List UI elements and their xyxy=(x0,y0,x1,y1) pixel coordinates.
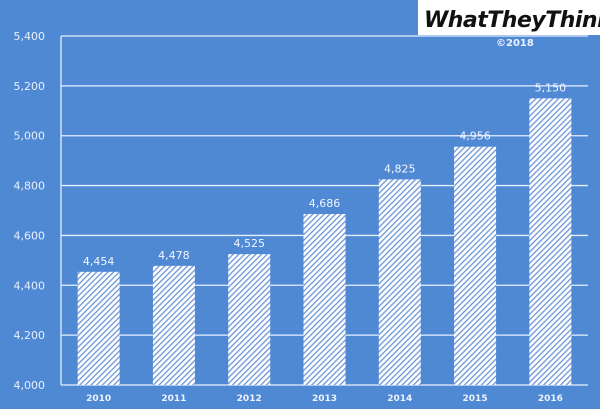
y-tick-label: 4,200 xyxy=(14,329,46,342)
y-tick-label: 5,400 xyxy=(14,30,46,43)
x-tick-label: 2010 xyxy=(86,394,111,404)
x-tick-label: 2014 xyxy=(387,394,412,404)
x-tick-label: 2016 xyxy=(538,394,563,404)
logo-text: WhatTheyThink xyxy=(424,8,600,33)
bar-2014 xyxy=(378,179,421,385)
copyright: ©2018 xyxy=(496,38,534,49)
logo: WhatTheyThink? xyxy=(418,0,600,35)
data-label: 4,956 xyxy=(459,130,491,143)
bar-2010 xyxy=(77,271,120,385)
y-tick-label: 4,400 xyxy=(14,279,46,292)
x-tick-label: 2013 xyxy=(312,394,337,404)
y-tick-label: 4,000 xyxy=(14,379,46,392)
data-label: 4,686 xyxy=(309,197,341,210)
bar-2013 xyxy=(303,213,346,385)
x-tick-label: 2012 xyxy=(237,394,262,404)
data-label: 4,478 xyxy=(158,249,190,262)
bar-2015 xyxy=(454,146,497,385)
x-tick-label: 2015 xyxy=(463,394,488,404)
data-label: 5,150 xyxy=(535,81,567,94)
bar-2012 xyxy=(228,254,271,385)
y-tick-label: 5,200 xyxy=(14,80,46,93)
x-tick-label: 2011 xyxy=(161,394,186,404)
y-tick-label: 5,000 xyxy=(14,130,46,143)
data-label: 4,525 xyxy=(233,237,265,250)
bar-2011 xyxy=(152,265,195,385)
y-tick-label: 4,600 xyxy=(14,229,46,242)
bar-2016 xyxy=(529,98,572,386)
y-tick-label: 4,800 xyxy=(14,180,46,193)
data-label: 4,454 xyxy=(83,255,115,268)
data-label: 4,825 xyxy=(384,162,416,175)
